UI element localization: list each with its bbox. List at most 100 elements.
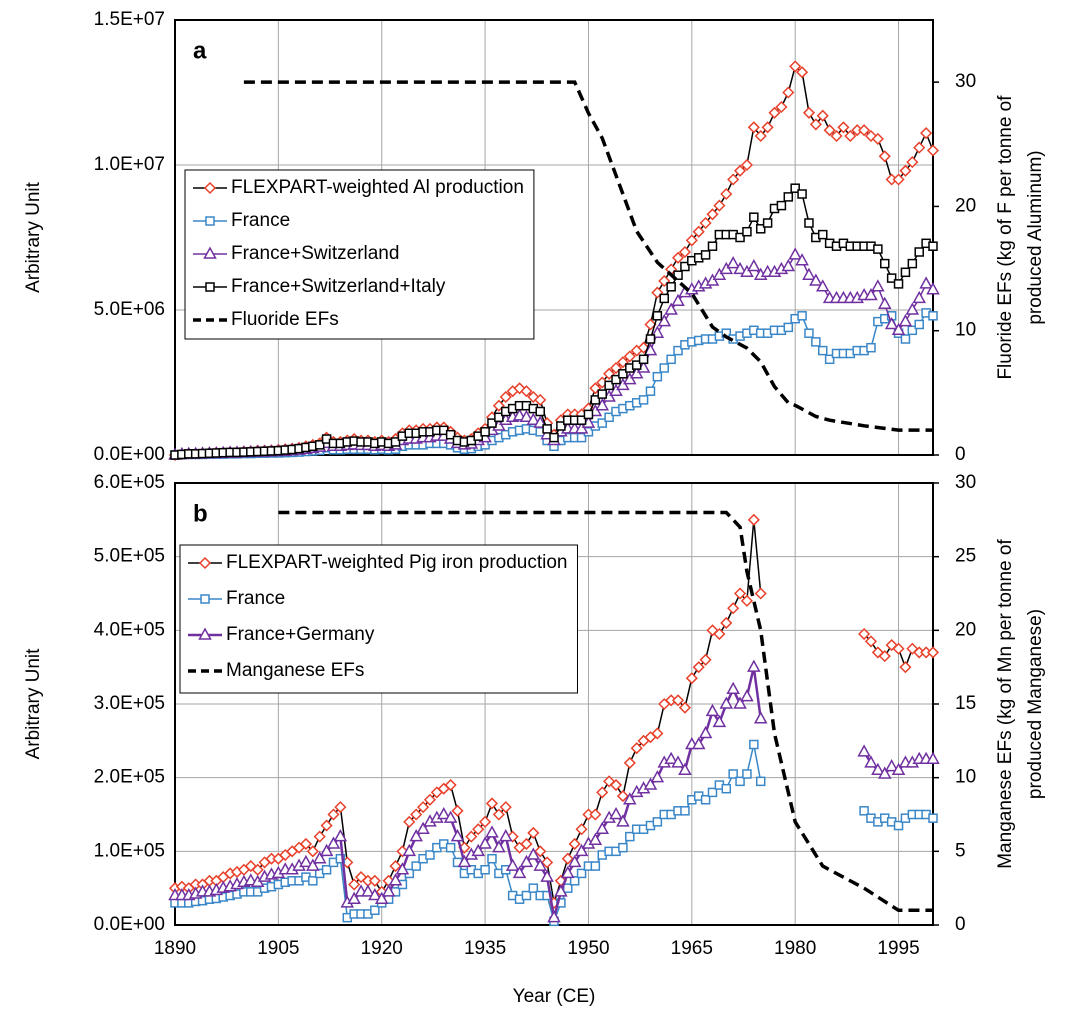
marker	[471, 843, 485, 857]
marker	[747, 659, 761, 672]
marker	[313, 830, 326, 843]
marker	[333, 829, 348, 842]
x-tick-label: 1980	[774, 938, 816, 959]
marker	[858, 124, 871, 137]
marker	[749, 739, 759, 750]
marker	[306, 858, 320, 871]
marker	[540, 869, 554, 882]
ef-line	[278, 510, 933, 913]
marker	[768, 106, 781, 119]
marker	[707, 241, 718, 251]
marker	[631, 360, 642, 370]
marker	[659, 293, 670, 304]
marker	[574, 843, 589, 857]
marker	[519, 854, 534, 868]
marker	[795, 253, 809, 266]
marker	[535, 406, 545, 417]
marker	[368, 887, 382, 901]
y-tick-label: 1.0E+05	[94, 840, 165, 861]
marker	[735, 776, 745, 787]
y2-tick-label: 20	[955, 195, 976, 216]
legend: FLEXPART-weighted Pig iron production Fra…	[179, 544, 578, 694]
marker	[782, 86, 795, 99]
marker	[899, 164, 912, 177]
marker	[754, 129, 767, 143]
marker	[740, 264, 754, 278]
marker	[374, 891, 389, 904]
marker	[700, 250, 711, 260]
marker	[590, 861, 601, 871]
y-tick-label: 6.0E+05	[94, 472, 165, 493]
marker	[837, 121, 850, 134]
legend-label: France+Switzerland+Italy	[231, 276, 446, 297]
marker	[788, 247, 802, 260]
marker	[526, 412, 541, 425]
marker	[804, 328, 814, 338]
legend-box	[184, 169, 535, 340]
x-tick-label: 1905	[257, 938, 299, 959]
marker	[783, 192, 794, 202]
marker	[671, 755, 685, 768]
marker	[857, 744, 871, 757]
marker	[597, 418, 607, 428]
marker	[817, 345, 828, 356]
marker	[618, 369, 628, 379]
marker	[685, 234, 698, 247]
marker	[705, 703, 720, 717]
marker	[900, 267, 911, 278]
panel-label: b	[193, 500, 208, 527]
marker	[643, 343, 658, 356]
marker	[638, 354, 649, 365]
legend-label: France+Switzerland	[231, 243, 399, 264]
marker	[492, 840, 506, 853]
y2-axis-title: Fluoride EFs (kg of F per tonne of	[995, 95, 1016, 380]
marker	[719, 261, 734, 275]
marker	[299, 837, 312, 851]
y2-axis-title: produced Manganese)	[1025, 609, 1046, 799]
marker	[753, 711, 768, 724]
marker	[567, 854, 582, 868]
y-tick-label: 0.0E+00	[94, 914, 165, 935]
marker	[644, 318, 657, 331]
marker	[877, 766, 892, 779]
y2-axis-title: produced Aluminum)	[1025, 150, 1046, 324]
marker	[673, 345, 683, 356]
y2-tick-label: 0	[955, 914, 966, 935]
x-tick-label: 1890	[154, 938, 196, 959]
marker	[920, 127, 933, 140]
marker	[712, 714, 727, 728]
marker	[576, 868, 587, 879]
marker	[893, 820, 904, 831]
marker	[443, 810, 458, 823]
marker	[749, 212, 759, 222]
marker	[472, 823, 485, 836]
marker	[423, 793, 437, 806]
marker	[685, 672, 698, 685]
marker	[609, 383, 623, 396]
y2-tick-label: 30	[955, 472, 976, 493]
marker	[678, 762, 692, 776]
marker	[625, 831, 635, 842]
marker	[616, 377, 630, 391]
marker	[740, 158, 754, 172]
legend-label: France	[231, 210, 290, 231]
marker	[912, 290, 926, 304]
marker	[604, 380, 614, 391]
marker	[802, 267, 816, 280]
marker	[574, 421, 589, 434]
marker	[381, 884, 396, 897]
marker	[651, 727, 664, 740]
marker	[541, 856, 554, 869]
marker	[720, 616, 733, 630]
y-tick-label: 5.0E+05	[94, 546, 165, 567]
marker	[520, 837, 533, 851]
marker	[790, 183, 800, 193]
marker	[721, 783, 732, 794]
marker	[361, 884, 375, 897]
legend-box	[179, 544, 578, 694]
marker	[314, 440, 325, 450]
marker	[347, 891, 361, 904]
marker	[499, 390, 512, 404]
marker	[326, 836, 341, 849]
